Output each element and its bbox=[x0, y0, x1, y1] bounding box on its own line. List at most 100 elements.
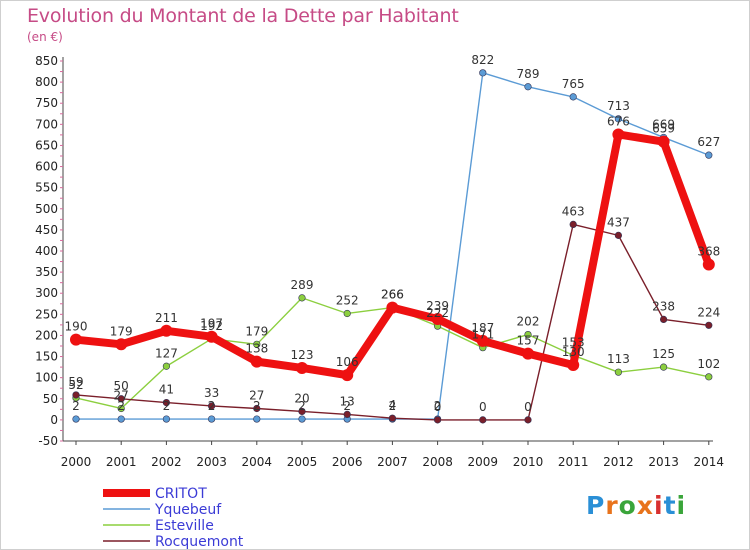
data-label-rocquemont: 0 bbox=[524, 400, 532, 414]
data-label-rocquemont: 33 bbox=[204, 386, 219, 400]
x-tick-label: 2013 bbox=[648, 455, 679, 469]
y-tick-label: 150 bbox=[35, 350, 58, 364]
y-tick-label: 700 bbox=[35, 117, 58, 131]
data-point-yquebeuf bbox=[162, 415, 170, 423]
data-label-rocquemont: 437 bbox=[607, 215, 630, 229]
y-tick-label: 650 bbox=[35, 138, 58, 152]
data-point-rocquemont bbox=[614, 231, 623, 239]
data-label-critot: 368 bbox=[697, 245, 720, 259]
x-tick-label: 2006 bbox=[332, 455, 363, 469]
data-point-rocquemont bbox=[298, 407, 306, 416]
data-point-yquebeuf bbox=[208, 415, 216, 423]
data-point-critot bbox=[341, 369, 354, 382]
x-tick-label: 2009 bbox=[468, 455, 499, 469]
data-point-rocquemont bbox=[434, 416, 442, 424]
data-label-rocquemont: 13 bbox=[340, 394, 355, 408]
data-point-critot bbox=[522, 347, 534, 360]
data-point-yquebeuf bbox=[298, 415, 306, 423]
data-label-rocquemont: 463 bbox=[562, 204, 585, 218]
data-point-yquebeuf bbox=[614, 115, 623, 123]
data-point-rocquemont bbox=[343, 410, 351, 419]
data-label-yquebeuf: 2 bbox=[389, 399, 397, 413]
data-label-esteville: 202 bbox=[517, 315, 540, 329]
data-point-rocquemont bbox=[208, 402, 216, 410]
x-tick-label: 2003 bbox=[196, 455, 227, 469]
data-label-rocquemont: 4 bbox=[389, 398, 397, 412]
data-label-rocquemont: 224 bbox=[697, 305, 720, 319]
data-point-esteville bbox=[162, 362, 170, 370]
data-point-critot bbox=[296, 361, 308, 374]
data-point-yquebeuf bbox=[72, 415, 80, 423]
x-tick-label: 2004 bbox=[242, 455, 273, 469]
data-label-yquebeuf: 789 bbox=[517, 67, 540, 81]
data-point-esteville bbox=[614, 368, 623, 376]
data-point-rocquemont bbox=[72, 391, 80, 399]
data-point-rocquemont bbox=[117, 395, 125, 403]
data-point-yquebeuf bbox=[524, 83, 532, 91]
data-label-yquebeuf: 627 bbox=[697, 135, 720, 149]
x-tick-label: 2011 bbox=[558, 455, 589, 469]
data-label-rocquemont: 0 bbox=[434, 400, 442, 414]
data-label-yquebeuf: 2 bbox=[72, 399, 80, 413]
data-label-yquebeuf: 669 bbox=[652, 117, 675, 131]
data-label-esteville: 171 bbox=[471, 328, 494, 342]
legend-label-yquebeuf: Yquebeuf bbox=[154, 502, 222, 518]
x-tick-label: 2008 bbox=[422, 455, 453, 469]
data-label-yquebeuf: 2 bbox=[163, 399, 171, 413]
data-point-rocquemont bbox=[705, 321, 713, 329]
data-point-esteville bbox=[343, 309, 351, 318]
data-label-critot: 239 bbox=[426, 299, 449, 313]
data-point-esteville bbox=[659, 363, 668, 371]
y-tick-label: 850 bbox=[35, 54, 58, 68]
data-label-yquebeuf: 2 bbox=[343, 399, 351, 413]
data-label-esteville: 113 bbox=[607, 352, 630, 366]
data-point-yquebeuf bbox=[569, 93, 577, 101]
x-tick-label: 2005 bbox=[287, 455, 318, 469]
data-point-critot bbox=[70, 333, 82, 346]
data-label-critot: 106 bbox=[336, 355, 359, 369]
data-point-esteville bbox=[705, 373, 713, 381]
data-point-esteville bbox=[253, 340, 261, 348]
data-label-yquebeuf: 2 bbox=[298, 399, 306, 413]
legend-label-rocquemont: Rocquemont bbox=[155, 534, 244, 549]
data-point-critot bbox=[205, 330, 218, 343]
data-point-critot bbox=[431, 312, 444, 325]
data-label-yquebeuf: 713 bbox=[607, 99, 630, 113]
data-point-esteville bbox=[298, 294, 306, 302]
y-tick-label: 250 bbox=[35, 307, 58, 321]
data-label-critot: 676 bbox=[607, 114, 630, 128]
data-label-yquebeuf: 2 bbox=[253, 399, 261, 413]
y-tick-label: 550 bbox=[35, 181, 58, 195]
data-point-esteville bbox=[117, 404, 125, 413]
data-point-rocquemont bbox=[659, 315, 668, 324]
data-point-critot bbox=[657, 135, 670, 148]
data-point-critot bbox=[476, 334, 489, 347]
data-label-esteville: 192 bbox=[200, 319, 223, 333]
data-point-esteville bbox=[524, 331, 532, 339]
y-tick-label: 750 bbox=[35, 96, 58, 110]
data-label-critot: 266 bbox=[381, 288, 404, 302]
data-point-critot bbox=[567, 359, 580, 371]
data-point-critot bbox=[386, 301, 399, 314]
data-label-esteville: 127 bbox=[155, 346, 178, 360]
data-point-rocquemont bbox=[388, 414, 397, 422]
data-label-critot: 157 bbox=[517, 334, 540, 348]
data-label-esteville: 266 bbox=[381, 288, 404, 302]
data-label-rocquemont: 27 bbox=[249, 388, 264, 402]
data-label-yquebeuf: 2 bbox=[208, 399, 216, 413]
data-label-critot: 190 bbox=[65, 320, 88, 334]
y-tick-label: 300 bbox=[35, 286, 58, 300]
y-tick-label: 400 bbox=[35, 244, 58, 258]
data-label-esteville: 153 bbox=[562, 335, 585, 349]
legend-label-esteville: Esteville bbox=[155, 518, 214, 534]
y-tick-label: -50 bbox=[38, 434, 58, 448]
y-tick-label: 350 bbox=[35, 265, 58, 279]
data-point-critot bbox=[115, 338, 128, 351]
data-label-esteville: 179 bbox=[245, 324, 268, 338]
y-tick-label: 600 bbox=[35, 160, 58, 174]
x-tick-label: 2002 bbox=[151, 455, 182, 469]
data-label-rocquemont: 0 bbox=[479, 400, 487, 414]
x-tick-label: 2014 bbox=[694, 455, 725, 469]
data-label-rocquemont: 59 bbox=[68, 375, 83, 389]
